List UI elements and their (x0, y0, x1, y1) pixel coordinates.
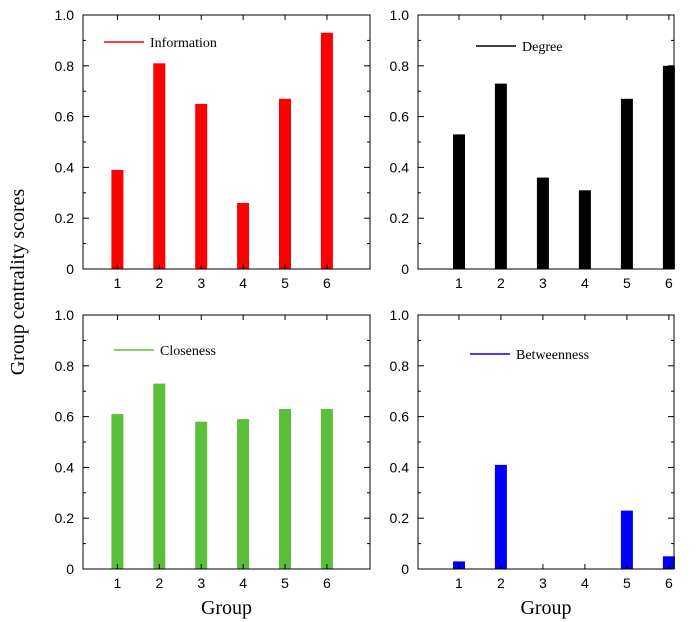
y-tick-label: 0 (401, 261, 409, 277)
bar (453, 134, 465, 269)
x-tick-label: 4 (239, 575, 247, 591)
y-tick-label: 0.6 (390, 109, 410, 125)
y-tick-label: 0 (401, 561, 409, 577)
x-axis-title: Group (201, 597, 252, 619)
legend-label: Information (150, 36, 217, 51)
x-tick-label: 1 (455, 575, 463, 591)
x-tick-label: 2 (155, 575, 163, 591)
x-tick-label: 5 (623, 275, 631, 291)
y-tick-label: 0.2 (55, 210, 75, 226)
bar (279, 409, 291, 569)
bar (620, 510, 633, 569)
x-tick-label: 3 (539, 275, 547, 291)
bar (662, 556, 675, 569)
x-tick-label: 2 (497, 575, 505, 591)
y-tick-label: 1.0 (55, 7, 75, 23)
x-axis-title: Group (520, 597, 571, 619)
legend-label: Closeness (160, 344, 216, 359)
y-tick-label: 0.2 (390, 510, 410, 526)
x-tick-label: 1 (114, 275, 122, 291)
bar (111, 414, 124, 569)
bar (237, 203, 250, 269)
x-tick-label: 2 (497, 275, 505, 291)
y-tick-label: 0.2 (55, 510, 75, 526)
x-tick-label: 4 (581, 275, 589, 291)
y-tick-label: 0.6 (390, 409, 410, 425)
x-tick-label: 6 (323, 275, 331, 291)
y-tick-label: 0.6 (55, 409, 75, 425)
y-tick-label: 0.2 (390, 210, 410, 226)
x-tick-label: 3 (197, 575, 205, 591)
bar (195, 103, 208, 270)
x-tick-label: 6 (323, 575, 331, 591)
x-tick-label: 3 (197, 275, 205, 291)
bar (237, 419, 250, 569)
x-tick-label: 5 (281, 575, 289, 591)
y-tick-label: 0.4 (55, 159, 75, 175)
y-tick-label: 0.8 (55, 58, 75, 74)
bar (153, 63, 166, 269)
x-tick-label: 4 (239, 275, 247, 291)
bar (320, 32, 333, 269)
bar (536, 177, 549, 269)
panel-degree: 0 0.2 0.4 0.6 0.8 1.0 1 2 3 4 5 6 Degree (390, 7, 675, 291)
panel-information: 0 0.2 0.4 0.6 0.8 1.0 1 2 3 4 5 6 Information (55, 7, 371, 291)
y-tick-label: 0.4 (55, 459, 75, 475)
y-tick-label: 1.0 (390, 307, 410, 323)
y-tick-label: 0.8 (390, 58, 410, 74)
y-tick-label: 0 (66, 561, 74, 577)
legend-label: Degree (522, 40, 562, 55)
bar (279, 98, 291, 269)
x-tick-label: 3 (539, 575, 547, 591)
panel-betweenness: 0 0.2 0.4 0.6 0.8 1.0 1 2 3 4 5 6 Betweenness Group (390, 307, 675, 619)
bar (494, 83, 507, 269)
x-tick-label: 1 (114, 575, 122, 591)
panel-closeness: 0 0.2 0.4 0.6 0.8 1.0 1 2 3 4 5 6 Closeness Group (55, 307, 371, 619)
bar (320, 409, 333, 569)
x-tick-label: 4 (581, 575, 589, 591)
legend-label: Betweenness (516, 348, 589, 363)
x-tick-label: 6 (665, 275, 673, 291)
x-tick-label: 2 (155, 275, 163, 291)
bar (620, 98, 633, 269)
x-tick-label: 1 (455, 275, 463, 291)
bar (111, 169, 124, 269)
y-tick-label: 0.6 (55, 109, 75, 125)
y-tick-label: 0.4 (390, 459, 410, 475)
x-tick-label: 5 (281, 275, 289, 291)
bar (153, 383, 166, 569)
y-tick-label: 1.0 (55, 307, 75, 323)
chart-panels: 0 0.2 0.4 0.6 0.8 1.0 1 2 3 4 5 6 Information 0 0.2 0.4… (55, 7, 675, 619)
y-tick-label: 0.8 (390, 358, 410, 374)
y-axis-title: Group centrality scores (7, 188, 29, 375)
y-tick-label: 1.0 (390, 7, 410, 23)
x-tick-label: 6 (665, 575, 673, 591)
bar (494, 464, 507, 569)
bar (195, 421, 208, 569)
y-tick-label: 0.4 (390, 159, 410, 175)
x-tick-label: 5 (623, 575, 631, 591)
bar (578, 190, 591, 269)
y-tick-label: 0 (66, 261, 74, 277)
y-tick-label: 0.8 (55, 358, 75, 374)
